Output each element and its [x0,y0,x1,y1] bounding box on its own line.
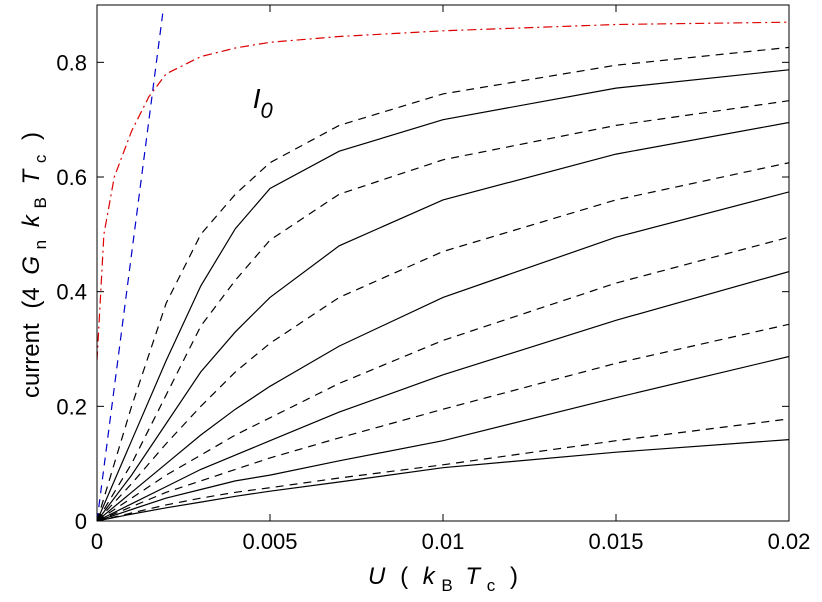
y-axis-label: current (4 G n k B T c ) [18,132,52,398]
series-line-14 [97,439,789,521]
y-tick-label-2: 0.2 [56,394,87,419]
x-tick-label-4: 0.015 [588,529,643,554]
series-line-2 [97,13,164,521]
annotation-i0: I0 [253,83,274,123]
x-tick-label-5: 0.02 [768,529,811,554]
plot-frame [96,4,790,522]
series-line-4 [97,69,789,521]
series-line-1 [97,21,789,361]
x-axis-label: U ( k B T c ) [368,563,518,597]
series-line-7 [97,162,789,521]
plot-area: 0 0.005 0.01 0.015 0.02 0 0.2 0.4 0.6 0.8 I0 [56,4,811,554]
y-tick-label-1: 0 [75,509,87,534]
y-tick-label-5: 0.8 [56,50,87,75]
series-line-10 [97,271,789,521]
series-line-9 [97,236,789,521]
series-line-6 [97,121,789,521]
x-tick-label-3: 0.01 [422,529,465,554]
series-line-13 [97,418,789,521]
x-tick-label-1: 0 [91,529,103,554]
y-tick-label-4: 0.6 [56,165,87,190]
series-line-8 [97,191,789,521]
x-tick-label-2: 0.005 [242,529,297,554]
series-line-11 [97,323,789,521]
series-line-3 [97,46,789,521]
series-line-12 [97,355,789,521]
series-line-5 [97,100,789,521]
y-tick-label-3: 0.4 [56,280,87,305]
